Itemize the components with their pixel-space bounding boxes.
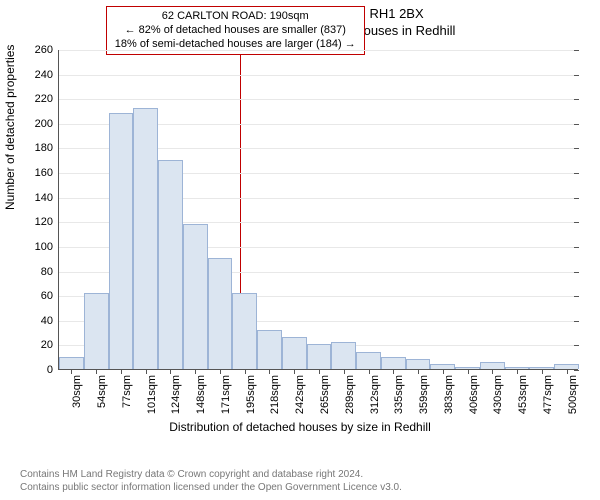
y-tick-label: 220 — [35, 93, 53, 105]
y-tick-label: 100 — [35, 241, 53, 253]
x-tick-mark — [369, 369, 370, 374]
y-tick-label: 40 — [41, 315, 53, 327]
y-tick-label: 80 — [41, 266, 53, 278]
y-tick-label: 200 — [35, 118, 53, 130]
x-tick-mark — [319, 369, 320, 374]
x-tick-label: 430sqm — [492, 375, 504, 414]
x-tick-mark — [517, 369, 518, 374]
histogram-bar — [59, 357, 84, 369]
x-tick-mark — [418, 369, 419, 374]
x-tick-label: 406sqm — [468, 375, 480, 414]
x-tick-label: 289sqm — [344, 375, 356, 414]
y-tick-mark — [574, 148, 579, 149]
annotation-line: 62 CARLTON ROAD: 190sqm — [115, 10, 356, 24]
x-tick-mark — [121, 369, 122, 374]
histogram-bar — [257, 330, 282, 369]
x-tick-label: 54sqm — [96, 375, 108, 408]
y-tick-label: 260 — [35, 44, 53, 56]
x-tick-mark — [269, 369, 270, 374]
histogram-bar — [84, 293, 109, 369]
y-tick-label: 160 — [35, 167, 53, 179]
y-tick-label: 180 — [35, 142, 53, 154]
x-tick-mark — [71, 369, 72, 374]
histogram-bar — [356, 352, 381, 369]
credits-line-2: Contains public sector information licen… — [20, 481, 402, 494]
y-tick-mark — [574, 99, 579, 100]
credits-line-1: Contains HM Land Registry data © Crown c… — [20, 468, 402, 481]
x-axis-label: Distribution of detached houses by size … — [0, 420, 600, 434]
histogram-bar — [406, 359, 431, 369]
annotation-box: 62 CARLTON ROAD: 190sqm← 82% of detached… — [106, 6, 365, 55]
x-tick-label: 242sqm — [294, 375, 306, 414]
x-tick-label: 30sqm — [71, 375, 83, 408]
y-tick-mark — [574, 124, 579, 125]
y-tick-mark — [574, 370, 579, 371]
x-tick-mark — [146, 369, 147, 374]
y-tick-mark — [574, 272, 579, 273]
y-axis-label: Number of detached properties — [3, 45, 17, 210]
x-tick-mark — [220, 369, 221, 374]
x-tick-label: 265sqm — [319, 375, 331, 414]
grid-line — [59, 50, 578, 51]
y-tick-label: 60 — [41, 290, 53, 302]
y-tick-label: 140 — [35, 192, 53, 204]
y-tick-mark — [574, 296, 579, 297]
x-tick-label: 171sqm — [220, 375, 232, 414]
y-tick-label: 20 — [41, 339, 53, 351]
x-tick-label: 359sqm — [418, 375, 430, 414]
x-tick-label: 218sqm — [269, 375, 281, 414]
x-tick-mark — [567, 369, 568, 374]
x-tick-label: 195sqm — [245, 375, 257, 414]
histogram-bar — [109, 113, 134, 369]
x-tick-mark — [492, 369, 493, 374]
x-tick-label: 477sqm — [542, 375, 554, 414]
y-tick-mark — [574, 345, 579, 346]
x-tick-mark — [294, 369, 295, 374]
x-tick-mark — [443, 369, 444, 374]
y-tick-mark — [574, 321, 579, 322]
y-tick-label: 120 — [35, 216, 53, 228]
x-tick-mark — [393, 369, 394, 374]
y-tick-mark — [574, 75, 579, 76]
histogram-bar — [480, 362, 505, 369]
histogram-bar — [183, 224, 208, 369]
x-tick-mark — [170, 369, 171, 374]
x-tick-label: 312sqm — [369, 375, 381, 414]
histogram-bar — [331, 342, 356, 369]
x-tick-label: 335sqm — [393, 375, 405, 414]
histogram-bar — [133, 108, 158, 369]
y-tick-mark — [574, 247, 579, 248]
x-tick-label: 124sqm — [170, 375, 182, 414]
x-tick-label: 148sqm — [195, 375, 207, 414]
x-tick-mark — [195, 369, 196, 374]
histogram-bar — [282, 337, 307, 369]
x-tick-mark — [542, 369, 543, 374]
y-tick-mark — [574, 50, 579, 51]
x-tick-label: 383sqm — [443, 375, 455, 414]
annotation-line: ← 82% of detached houses are smaller (83… — [115, 24, 356, 38]
grid-line — [59, 99, 578, 100]
y-tick-mark — [574, 222, 579, 223]
x-tick-mark — [245, 369, 246, 374]
x-tick-label: 77sqm — [121, 375, 133, 408]
credits-text: Contains HM Land Registry data © Crown c… — [20, 468, 402, 494]
x-tick-label: 500sqm — [567, 375, 579, 414]
x-tick-mark — [344, 369, 345, 374]
y-tick-label: 240 — [35, 69, 53, 81]
y-tick-mark — [574, 198, 579, 199]
chart-container: 62, CARLTON ROAD, REDHILL, RH1 2BX Size … — [0, 0, 600, 500]
histogram-bar — [158, 160, 183, 369]
histogram-bar — [381, 357, 406, 369]
plot-area: 62 CARLTON ROAD: 190sqm← 82% of detached… — [58, 50, 578, 370]
x-tick-label: 101sqm — [146, 375, 158, 414]
grid-line — [59, 75, 578, 76]
histogram-bar — [232, 293, 257, 369]
histogram-bar — [208, 258, 233, 369]
y-tick-label: 0 — [47, 364, 53, 376]
x-tick-mark — [468, 369, 469, 374]
x-tick-label: 453sqm — [517, 375, 529, 414]
y-tick-mark — [574, 173, 579, 174]
histogram-bar — [307, 344, 332, 369]
x-tick-mark — [96, 369, 97, 374]
